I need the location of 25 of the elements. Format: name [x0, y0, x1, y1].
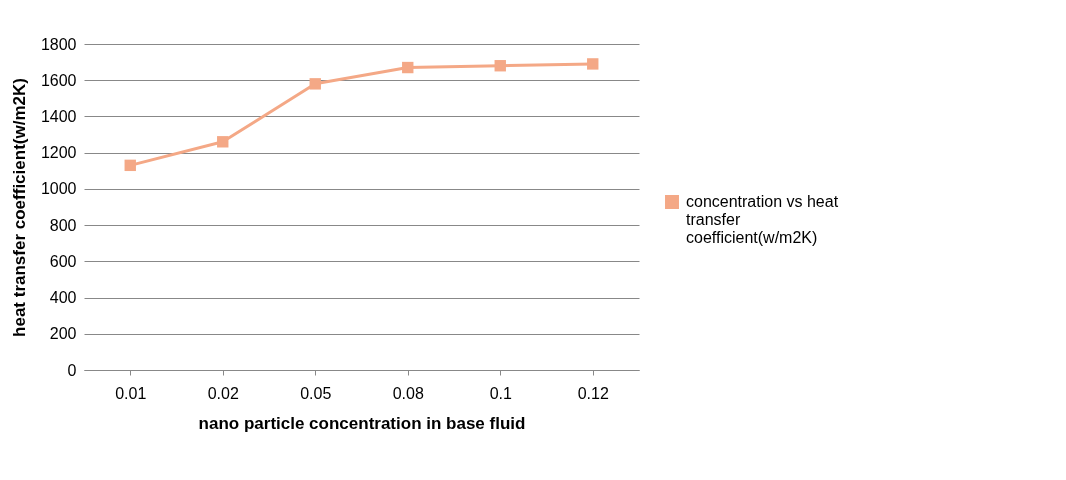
x-axis-title: nano particle concentration in base fluid: [198, 413, 526, 433]
y-tick-label: 1200: [40, 144, 77, 162]
y-tick-label: 1400: [40, 107, 77, 125]
point: [309, 78, 321, 90]
x-tick-label: 0.05: [300, 384, 332, 402]
y-axis-title: heat transfer coefficient(w/m2K): [9, 78, 29, 337]
point: [494, 60, 506, 72]
point: [587, 58, 599, 70]
y-tick-label: 1800: [40, 35, 77, 53]
point: [402, 61, 414, 74]
legend-label: concentration vs heat transfer coefficient(w/m2K): [686, 193, 839, 246]
point: [217, 136, 229, 148]
y-tick-label: 400: [49, 289, 77, 307]
y-tick-label: 0: [67, 361, 77, 379]
y-tick-label: 800: [49, 216, 77, 234]
y-tick-label: 1000: [40, 180, 77, 198]
point: [124, 159, 136, 172]
x-tick-label: 0.12: [577, 384, 609, 402]
x-tick-label: 0.02: [207, 384, 239, 402]
y-tick-label: 200: [49, 325, 77, 343]
x-tick-label: 0.1: [489, 384, 512, 402]
x-tick-label: 0.01: [115, 384, 147, 402]
y-tick-label: 600: [49, 252, 77, 270]
y-tick-label: 1600: [40, 71, 77, 89]
x-tick-label: 0.08: [392, 384, 424, 402]
